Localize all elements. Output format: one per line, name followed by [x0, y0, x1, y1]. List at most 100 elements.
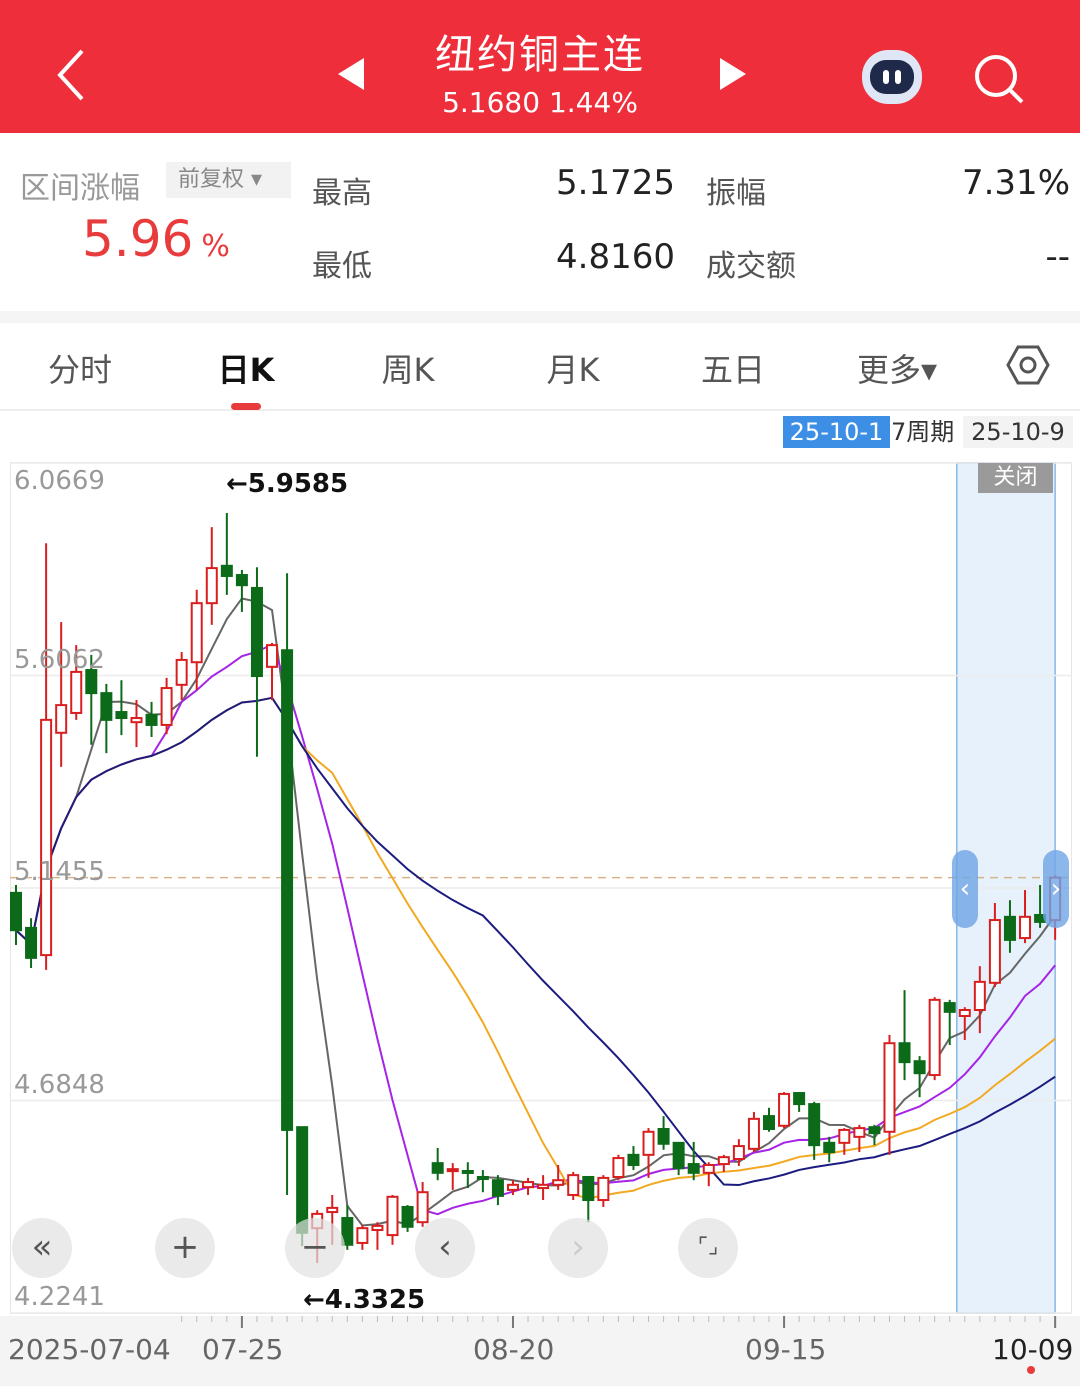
candle-body [371, 1224, 384, 1232]
candle-body [838, 1128, 851, 1144]
candle-body [1003, 915, 1016, 941]
assistant-robot-icon[interactable] [862, 50, 922, 104]
candle-body [672, 1141, 685, 1170]
ma10-line [15, 643, 1056, 1216]
candle-body [296, 1126, 309, 1234]
divider [0, 311, 1080, 323]
candle-body [506, 1183, 519, 1191]
candle-body [612, 1157, 625, 1178]
range-change-label: 区间涨幅 [20, 171, 140, 206]
ma5-line [15, 597, 1056, 1227]
range-pct: 5.96 [82, 210, 194, 268]
low-value: 4.8160 [556, 237, 675, 277]
max-price-annotation: ←5.9585 [226, 469, 349, 499]
range-start-date[interactable]: 25-10-1 [783, 416, 890, 448]
zoom-out-button[interactable]: − [285, 1218, 345, 1278]
tab-weekly-k[interactable]: 周K [381, 351, 435, 389]
y-tick: 4.2241 [14, 1282, 105, 1312]
candle-body [823, 1141, 836, 1154]
candle-body [747, 1117, 760, 1150]
candle-body [958, 1009, 971, 1017]
candle-body [988, 919, 1001, 984]
candle-body [100, 692, 113, 721]
candle-body [205, 567, 218, 605]
range-period-count: 7周期 [891, 418, 955, 446]
candle-body [943, 1002, 956, 1013]
candle-body [40, 718, 53, 957]
candle-body [537, 1183, 550, 1190]
selection-left-handle[interactable]: ‹ [952, 850, 978, 928]
page-title: 纽约铜主连 [435, 32, 645, 78]
candle-body [928, 998, 941, 1077]
turnover-label: 成交额 [706, 249, 796, 284]
zoom-in-button[interactable]: + [155, 1218, 215, 1278]
pct-sign: % [201, 229, 230, 264]
amplitude-value: 7.31% [961, 163, 1070, 203]
candle-body [70, 670, 83, 714]
candle-body [793, 1092, 806, 1106]
change-percent: 1.44% [548, 86, 638, 119]
adjust-dropdown[interactable]: 前复权 ▾ [166, 162, 291, 198]
range-end-date[interactable]: 25-10-9 [963, 416, 1073, 448]
candle-body [717, 1156, 730, 1166]
high-value: 5.1725 [556, 163, 675, 203]
tab-more[interactable]: 更多▾ [856, 351, 938, 389]
next-contract-icon[interactable] [720, 58, 746, 90]
caret-down-icon: ▾ [251, 167, 263, 192]
ma30-line [15, 696, 1056, 1187]
kline-chart[interactable] [0, 460, 1080, 1320]
candle-body [491, 1179, 504, 1197]
settings-hexagon-icon[interactable] [1006, 343, 1050, 387]
tab-intraday[interactable]: 分时 [47, 351, 113, 389]
candle-body [687, 1163, 700, 1174]
candle-body [732, 1145, 745, 1160]
tab-daily-k[interactable]: 日K [217, 351, 275, 389]
candle-body [115, 711, 128, 720]
candle-body [446, 1168, 459, 1173]
candle-body [326, 1206, 339, 1214]
scroll-to-start-button[interactable]: « [12, 1218, 72, 1278]
x-axis [0, 1316, 1080, 1386]
candle-body [853, 1127, 866, 1138]
back-icon[interactable] [50, 45, 90, 105]
selection-right-handle[interactable]: › [1043, 850, 1069, 928]
candle-body [461, 1169, 474, 1174]
candle-body [85, 669, 98, 695]
candle-body [220, 564, 233, 577]
x-label: 07-25 [202, 1333, 284, 1366]
period-tabs: 分时 日K 周K 月K 五日 更多▾ [0, 323, 1080, 411]
fullscreen-button[interactable]: ⌜⌟ [678, 1218, 738, 1278]
previous-contract-icon[interactable] [338, 58, 364, 90]
candle-body [55, 704, 68, 734]
close-selection-button[interactable]: 关闭 [978, 463, 1053, 493]
candle-body [341, 1217, 354, 1246]
candle-body [973, 980, 986, 1012]
turnover-value: -- [1045, 237, 1070, 277]
x-label: 08-20 [473, 1333, 555, 1366]
candle-body [401, 1205, 414, 1228]
candle-body [702, 1163, 715, 1174]
candle-body [386, 1195, 399, 1237]
candle-body [250, 586, 263, 678]
candle-body [25, 926, 38, 959]
candle-body [883, 1042, 896, 1133]
candle-body [642, 1130, 655, 1156]
candle-body [582, 1175, 595, 1202]
scroll-left-button[interactable]: ‹ [415, 1218, 475, 1278]
search-icon[interactable] [972, 52, 1026, 106]
candle-body [476, 1175, 489, 1180]
range-change-value: 5.96% [82, 210, 230, 268]
candle-body [190, 602, 203, 664]
low-label: 最低 [312, 249, 372, 284]
x-label: 10-09 [992, 1333, 1074, 1366]
x-label: 09-15 [745, 1333, 827, 1366]
tab-monthly-k[interactable]: 月K [546, 351, 600, 389]
scroll-right-button[interactable]: › [548, 1218, 608, 1278]
candle-body [356, 1227, 369, 1244]
candle-body [567, 1174, 580, 1196]
tab-five-day[interactable]: 五日 [700, 351, 766, 389]
active-tab-indicator [231, 403, 261, 410]
candle-body [160, 687, 173, 726]
candle-body [778, 1092, 791, 1127]
candle-body [522, 1181, 535, 1189]
